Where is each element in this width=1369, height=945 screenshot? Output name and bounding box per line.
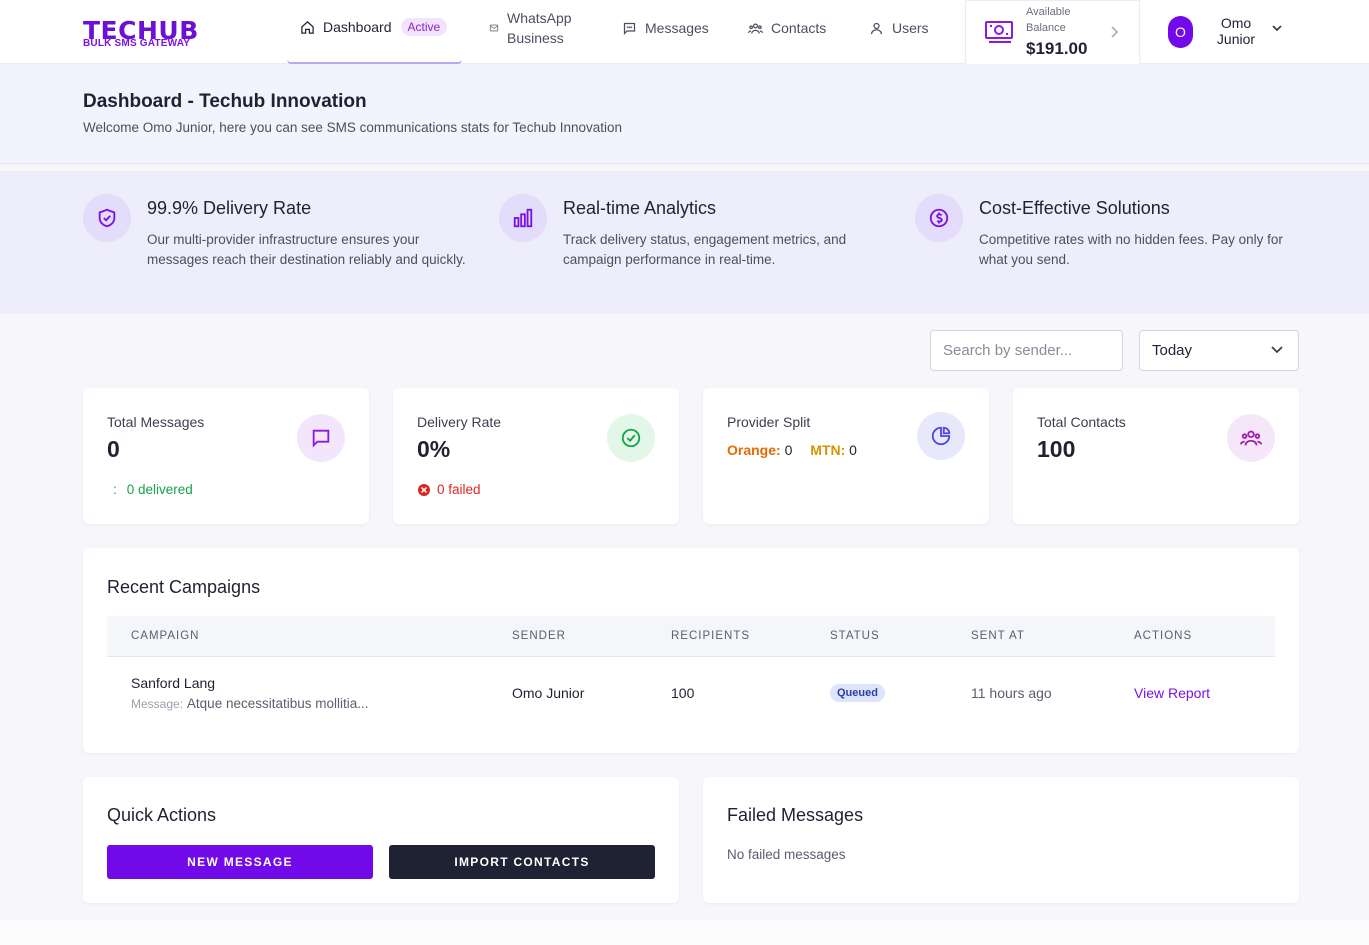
feature-title: Real-time Analytics (563, 198, 717, 218)
stat-label: Provider Split (727, 414, 811, 430)
orange-value: 0 (784, 442, 793, 458)
feature-description: Competitive rates with no hidden fees. P… (979, 232, 1283, 267)
balance-amount: $191.00 (1026, 39, 1088, 58)
chat-icon (297, 414, 345, 462)
feature-description: Our multi-provider infrastructure ensure… (147, 232, 466, 267)
stat-card-total-messages: Total Messages 0 : 0 delivered (83, 388, 369, 524)
failed-count: 0 failed (417, 482, 481, 497)
period-select-value: Today (1152, 342, 1193, 359)
column-header: ACTIONS (1134, 630, 1193, 642)
footer (0, 920, 1369, 945)
nav-item-dashboard[interactable]: Dashboard Active (300, 18, 448, 36)
search-input[interactable] (930, 330, 1123, 371)
balance-label: Available Balance (1026, 6, 1071, 34)
balance-widget[interactable]: Available Balance $191.00 (965, 0, 1140, 71)
table-header: CAMPAIGN SENDER RECIPIENTS STATUS SENT A… (107, 616, 1275, 657)
mtn-label: MTN: (810, 442, 846, 458)
stat-value: 0% (417, 436, 451, 462)
stat-card-delivery-rate: Delivery Rate 0% 0 failed (393, 388, 679, 524)
nav-item-label: Users (892, 20, 929, 36)
x-circle-icon (418, 483, 430, 496)
stat-card-total-contacts: Total Contacts 100 (1013, 388, 1299, 524)
recent-campaigns-card: Recent Campaigns CAMPAIGN SENDER RECIPIE… (83, 548, 1299, 753)
top-navbar: TECHUB BULK SMS GATEWAY Dashboard Active… (0, 0, 1369, 71)
check-circle-icon (607, 414, 655, 462)
stat-value: 100 (1037, 436, 1076, 462)
column-header: SENT AT (971, 630, 1025, 642)
import-contacts-button[interactable]: IMPORT CONTACTS (389, 845, 655, 879)
nav-item-whatsapp-business[interactable]: WhatsApp Business (489, 8, 572, 48)
column-header: CAMPAIGN (131, 630, 200, 642)
failed-messages-card: Failed Messages No failed messages (703, 777, 1299, 903)
users-group-icon (1227, 414, 1275, 462)
nav-item-label: Messages (645, 20, 709, 36)
chevron-down-icon (1272, 25, 1282, 32)
logo[interactable]: TECHUB BULK SMS GATEWAY (83, 16, 199, 50)
view-report-link[interactable]: View Report (1134, 685, 1211, 701)
nav-item-contacts[interactable]: Contacts (748, 20, 826, 36)
new-message-button[interactable]: NEW MESSAGE (107, 845, 373, 879)
delivered-prefix: : (113, 482, 117, 497)
nav-item-label: Contacts (771, 20, 827, 36)
shield-check-icon (83, 194, 131, 242)
avatar: O (1168, 16, 1193, 48)
nav-item-users[interactable]: Users (869, 20, 929, 36)
logo-text: TECHUB (83, 16, 199, 45)
stat-card-provider-split: Provider Split Orange: 0 MTN: 0 (703, 388, 989, 524)
period-select[interactable]: Today (1139, 330, 1299, 371)
logo-subtitle: BULK SMS GATEWAY (83, 38, 191, 49)
mail-icon (489, 24, 499, 32)
section-title: Recent Campaigns (107, 577, 261, 597)
nav-item-label: WhatsApp Business (507, 10, 572, 46)
column-header: SENDER (512, 630, 566, 642)
home-icon (301, 20, 314, 34)
status-badge: Queued (830, 684, 885, 702)
campaign-sender: Omo Junior (512, 685, 585, 701)
chevron-down-icon (1271, 346, 1283, 354)
message-label: Message: (131, 697, 184, 711)
campaign-sent-at: 11 hours ago (971, 685, 1052, 701)
dollar-circle-icon (915, 194, 963, 242)
quick-actions-card: Quick Actions NEW MESSAGE IMPORT CONTACT… (83, 777, 679, 903)
user-menu[interactable]: O Omo Junior (1158, 8, 1298, 56)
feature-description: Track delivery status, engagement metric… (563, 232, 847, 267)
column-header: RECIPIENTS (671, 630, 751, 642)
page-header: Dashboard - Techub Innovation Welcome Om… (0, 64, 1369, 164)
active-badge: Active (400, 18, 448, 36)
user-name: Omo Junior (1216, 15, 1256, 47)
feature-title: Cost-Effective Solutions (979, 198, 1170, 218)
campaign-message: Message: Atque necessitatibus mollitia..… (131, 695, 369, 711)
mtn-value: 0 (849, 442, 857, 458)
user-icon (870, 22, 883, 34)
page-title: Dashboard - Techub Innovation (83, 91, 367, 112)
column-header: STATUS (830, 630, 880, 642)
feature-title: 99.9% Delivery Rate (147, 198, 312, 218)
campaign-name: Sanford Lang (131, 675, 216, 691)
provider-split-values: Orange: 0 MTN: 0 (727, 442, 857, 458)
failed-text: 0 failed (437, 482, 481, 497)
section-title: Failed Messages (727, 805, 864, 825)
features-banner: 99.9% Delivery Rate Our multi-provider i… (0, 171, 1369, 314)
bar-chart-icon (499, 194, 547, 242)
nav-item-messages[interactable]: Messages (622, 20, 709, 36)
orange-label: Orange: (727, 442, 781, 458)
chat-icon (623, 22, 636, 35)
empty-state-text: No failed messages (727, 847, 846, 862)
delivered-text: 0 delivered (126, 482, 193, 497)
stat-label: Total Contacts (1037, 414, 1126, 430)
section-title: Quick Actions (107, 805, 217, 825)
stat-value: 0 (107, 436, 120, 462)
users-group-icon (748, 23, 763, 34)
pie-chart-icon (917, 412, 965, 460)
delivered-count: : 0 delivered (107, 482, 193, 497)
chevron-right-icon (1111, 26, 1119, 38)
nav-item-label: Dashboard (323, 19, 392, 35)
campaign-recipients: 100 (671, 685, 695, 701)
page-subtitle: Welcome Omo Junior, here you can see SMS… (83, 120, 623, 135)
stat-label: Total Messages (107, 414, 205, 430)
stat-label: Delivery Rate (417, 414, 502, 430)
money-icon (985, 21, 1013, 43)
message-preview: Atque necessitatibus mollitia... (186, 696, 369, 711)
